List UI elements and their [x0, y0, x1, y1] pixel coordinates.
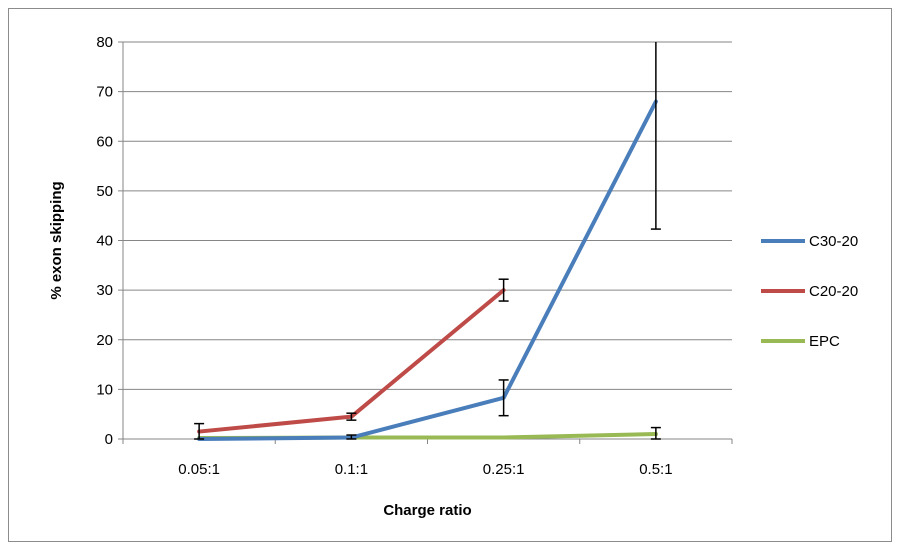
x-tick-label: 0.1:1 — [335, 461, 368, 478]
y-tick-label: 10 — [96, 381, 113, 398]
y-tick-label: 60 — [96, 133, 113, 150]
legend: C30-20 C20-20 EPC — [761, 233, 858, 350]
legend-label-epc: EPC — [809, 333, 840, 350]
gridlines — [123, 41, 732, 390]
error-bars — [194, 42, 661, 440]
y-axis-title: % exon skipping — [48, 181, 65, 299]
y-tick-label: 30 — [96, 282, 113, 299]
series-line-c30-20 — [197, 99, 658, 441]
y-tick-label: 20 — [96, 332, 113, 349]
chart-frame: 0 10 20 30 40 50 60 70 80 0.05:1 0.1:1 0.25:1 0.5:1 … — [8, 8, 892, 542]
axes — [118, 41, 733, 444]
tick-labels: 0 10 20 30 40 50 60 70 80 0.05:1 0.1:1 0.25:1 0.5:1 — [96, 34, 672, 478]
series-lines — [197, 99, 658, 441]
y-tick-label: 80 — [96, 34, 113, 51]
y-tick-label: 70 — [96, 84, 113, 101]
y-tick-label: 50 — [96, 183, 113, 200]
legend-label-c20-20: C20-20 — [809, 283, 858, 300]
x-tick-label: 0.5:1 — [639, 461, 672, 478]
x-axis-title: Charge ratio — [383, 502, 471, 519]
x-tick-label: 0.25:1 — [483, 461, 525, 478]
x-tick-label: 0.05:1 — [178, 461, 220, 478]
y-tick-label: 40 — [96, 233, 113, 250]
y-tick-label: 0 — [105, 431, 113, 448]
legend-label-c30-20: C30-20 — [809, 233, 858, 250]
